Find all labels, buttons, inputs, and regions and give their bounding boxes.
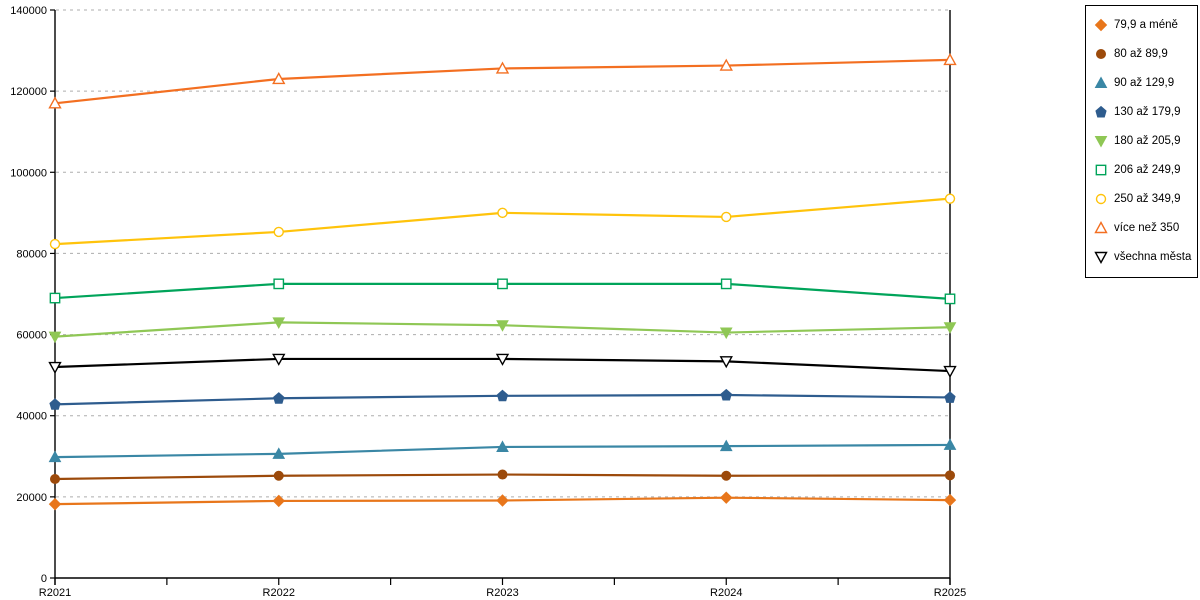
data-point-marker: [719, 58, 733, 71]
data-point-marker: [48, 331, 62, 344]
data-point-marker: [943, 493, 957, 507]
data-point-marker: [1095, 164, 1107, 175]
legend-item[interactable]: 206 až 249,9: [1086, 155, 1197, 184]
y-axis-tick-label: 60000: [16, 330, 47, 342]
triangle-down-legend-marker-icon: [1094, 251, 1108, 264]
data-point-marker: [272, 494, 285, 508]
x-axis-tick-label: R2023: [486, 587, 518, 599]
data-point-marker: [49, 398, 61, 410]
y-axis-tick-label: 80000: [16, 248, 47, 260]
diamond-legend-marker-icon: [1094, 18, 1108, 31]
legend-item[interactable]: 79,9 a méně: [1086, 10, 1197, 39]
data-point-marker: [497, 278, 508, 290]
data-point-marker: [1095, 48, 1107, 59]
data-point-marker: [1094, 18, 1108, 31]
legend-item-label: 130 až 179,9: [1114, 105, 1181, 118]
legend-item-label: 250 až 349,9: [1114, 192, 1181, 205]
data-point-marker: [272, 317, 286, 329]
data-point-marker: [719, 439, 733, 452]
pentagon-legend-marker-icon: [1095, 105, 1107, 117]
data-point-marker: [48, 497, 62, 511]
legend-item[interactable]: všechna města: [1086, 242, 1197, 271]
data-point-marker: [496, 389, 509, 402]
data-point-marker: [943, 52, 957, 66]
legend-item-label: 206 až 249,9: [1114, 163, 1181, 176]
data-point-marker: [720, 388, 732, 401]
data-point-marker: [944, 193, 956, 204]
data-point-marker: [719, 356, 733, 369]
chart-legend: 79,9 a méně 80 až 89,9 90 až 129,9 130 až 1…: [1085, 5, 1198, 278]
legend-item-label: 80 až 89,9: [1114, 47, 1168, 60]
y-axis-tick-label: 20000: [16, 492, 47, 504]
data-point-marker: [1094, 251, 1108, 264]
circle-legend-marker-icon: [1095, 193, 1107, 204]
data-point-marker: [943, 322, 957, 334]
legend-item-label: všechna města: [1114, 250, 1192, 263]
data-point-marker: [495, 353, 510, 366]
triangle-up-legend-marker-icon: [1094, 75, 1108, 88]
legend-item[interactable]: 80 až 89,9: [1086, 39, 1197, 68]
data-point-marker: [272, 447, 286, 459]
x-axis-tick-label: R2021: [39, 587, 71, 599]
data-point-marker: [273, 226, 284, 238]
x-axis-tick-label: R2022: [263, 587, 295, 599]
legend-item[interactable]: 130 až 179,9: [1086, 97, 1197, 126]
x-axis-tick-label: R2024: [710, 587, 742, 599]
y-axis-tick-label: 140000: [10, 5, 47, 17]
legend-item-label: 180 až 205,9: [1114, 134, 1181, 147]
data-point-marker: [1094, 75, 1108, 88]
y-axis-tick-label: 0: [41, 573, 47, 585]
data-point-marker: [721, 470, 732, 481]
data-point-marker: [496, 440, 509, 452]
data-point-marker: [1094, 135, 1108, 148]
data-point-marker: [497, 469, 508, 480]
data-point-marker: [273, 278, 285, 290]
data-point-marker: [48, 361, 62, 374]
data-point-marker: [1094, 220, 1108, 233]
data-point-marker: [497, 207, 508, 219]
data-point-marker: [496, 320, 509, 332]
y-axis-tick-label: 40000: [16, 411, 47, 423]
y-axis-tick-label: 100000: [10, 167, 47, 179]
data-point-marker: [944, 470, 956, 481]
square-legend-marker-icon: [1095, 164, 1107, 175]
x-axis-tick-label: R2025: [934, 587, 966, 599]
series-line: [54, 197, 951, 246]
data-point-marker: [1095, 193, 1107, 204]
data-point-marker: [272, 353, 286, 366]
legend-item-label: 79,9 a méně: [1114, 18, 1178, 31]
legend-item[interactable]: 250 až 349,9: [1086, 184, 1197, 213]
data-point-marker: [496, 494, 509, 507]
triangle-up-legend-marker-icon: [1094, 220, 1108, 233]
data-point-marker: [495, 61, 510, 74]
data-point-marker: [719, 327, 733, 340]
data-point-marker: [49, 473, 61, 485]
data-point-marker: [720, 491, 733, 504]
data-point-marker: [721, 211, 732, 223]
legend-item-label: více než 350: [1114, 221, 1180, 234]
data-point-marker: [272, 72, 286, 85]
data-point-marker: [273, 470, 284, 481]
data-point-marker: [1095, 105, 1107, 117]
data-point-marker: [273, 392, 285, 404]
data-point-marker: [943, 438, 957, 450]
triangle-down-legend-marker-icon: [1094, 135, 1108, 148]
legend-item[interactable]: více než 350: [1086, 213, 1197, 242]
legend-item[interactable]: 180 až 205,9: [1086, 126, 1197, 155]
data-point-marker: [944, 391, 956, 403]
y-axis-tick-label: 120000: [10, 86, 47, 98]
data-point-marker: [943, 365, 957, 379]
data-point-marker: [48, 450, 62, 463]
legend-item-label: 90 až 129,9: [1114, 76, 1175, 89]
legend-item[interactable]: 90 až 129,9: [1086, 68, 1197, 97]
data-point-marker: [49, 292, 61, 304]
data-point-marker: [944, 293, 956, 305]
data-point-marker: [720, 278, 732, 290]
data-point-marker: [48, 96, 62, 109]
data-point-marker: [49, 238, 61, 250]
circle-legend-marker-icon: [1095, 48, 1107, 59]
